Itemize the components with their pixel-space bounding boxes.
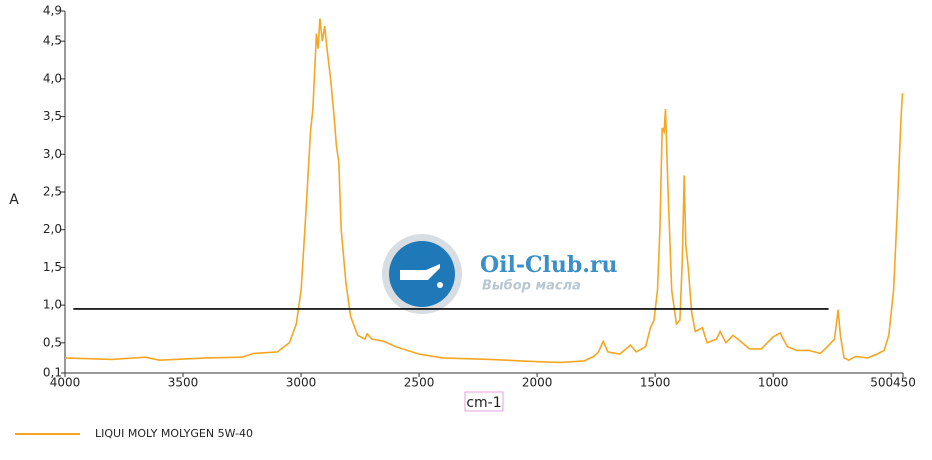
- watermark-subtitle: Выбор масла: [482, 279, 581, 294]
- y-tick-label: 0,1: [43, 366, 62, 380]
- x-label-box: [464, 391, 504, 412]
- x-tick-label: 1000: [758, 376, 789, 390]
- icon-oilcan: [400, 264, 440, 280]
- y-tick-label: 4,0: [43, 71, 62, 85]
- spectrum-line: [64, 18, 904, 364]
- x-tick-label: 500: [870, 376, 893, 390]
- y-tick-label: 1,5: [43, 260, 62, 274]
- y-axis-label: A: [9, 192, 19, 208]
- icon-drop: [437, 282, 443, 288]
- y-tick-label: 3,0: [43, 147, 62, 161]
- y-tick-label: 1,0: [43, 298, 62, 312]
- x-axis-label: cm-1: [466, 395, 501, 411]
- y-tick-label: 4,9: [43, 4, 62, 18]
- x-tick-label: 3000: [286, 376, 317, 390]
- y-tick-label: 3,5: [43, 109, 62, 123]
- y-tick-label: 2,5: [43, 185, 62, 199]
- x-tick-label: 450: [893, 376, 916, 390]
- y-tick-label: 0,5: [43, 335, 62, 349]
- y-tick-label: 4,5: [43, 34, 62, 48]
- x-tick-label: 2000: [522, 376, 553, 390]
- y-tick-label: 2,0: [43, 222, 62, 236]
- x-tick-label: 3500: [168, 376, 199, 390]
- watermark-icon: [382, 234, 462, 314]
- x-tick-label: 4000: [50, 376, 81, 390]
- watermark-title: Oil-Club.ru: [480, 252, 618, 278]
- legend-label: LIQUI MOLY MOLYGEN 5W-40: [95, 427, 253, 440]
- x-tick-label: 1500: [640, 376, 671, 390]
- x-tick-label: 2500: [404, 376, 435, 390]
